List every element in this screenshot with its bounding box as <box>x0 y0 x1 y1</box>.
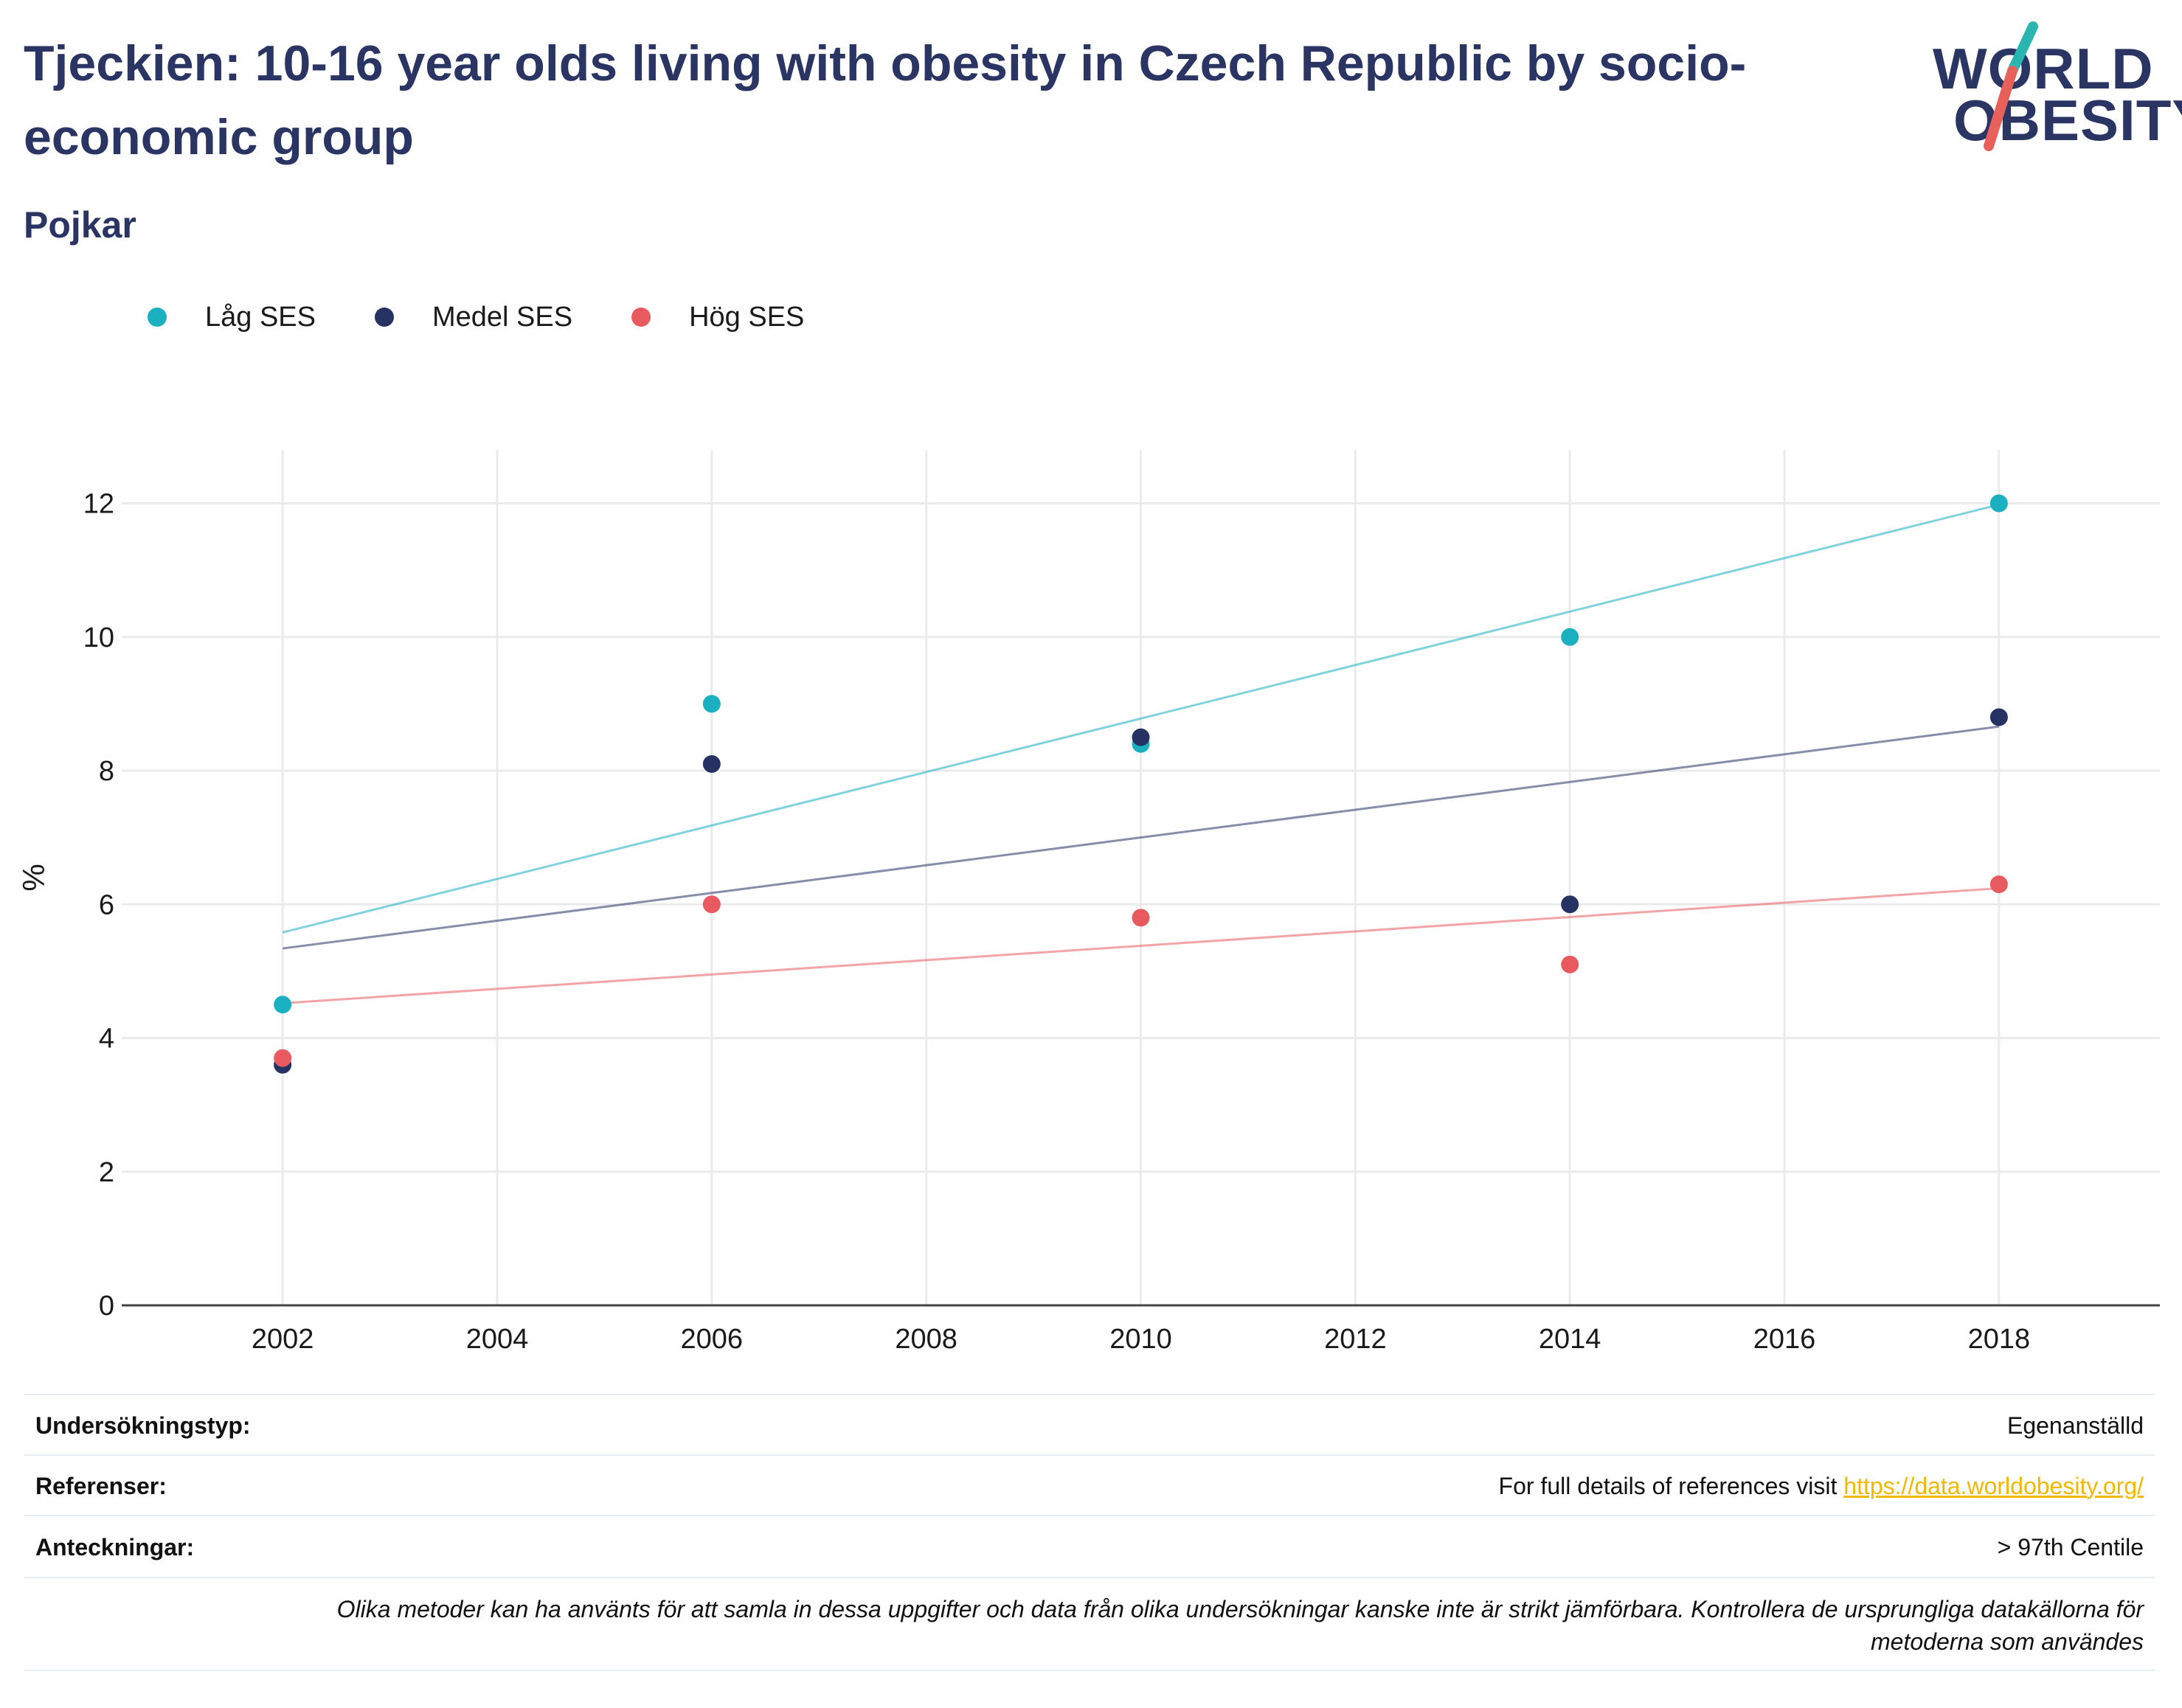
trendline <box>282 503 2000 934</box>
y-tick-label: 6 <box>99 889 114 920</box>
legend-item-low-ses[interactable]: Låg SES <box>148 302 316 333</box>
x-tick-label: 2006 <box>681 1324 744 1355</box>
data-point <box>702 754 721 773</box>
disclaimer-text: Olika metoder kan ha använts för att sam… <box>24 1577 2155 1671</box>
y-tick-label: 2 <box>99 1157 114 1188</box>
legend-marker <box>375 308 394 327</box>
legend-label: Hög SES <box>689 301 805 333</box>
survey-type-label: Undersökningstyp: <box>35 1412 251 1439</box>
x-tick-label: 2010 <box>1109 1324 1172 1355</box>
references-text: For full details of references visit <box>1498 1472 1844 1499</box>
footer-references-row: Referenser: For full details of referenc… <box>24 1454 2155 1516</box>
y-tick-label: 12 <box>83 489 114 520</box>
x-tick-label: 2002 <box>252 1324 314 1355</box>
trendline <box>283 887 1999 1004</box>
references-label: Referenser: <box>35 1472 167 1499</box>
legend-label: Låg SES <box>205 301 316 333</box>
x-tick-label: 2014 <box>1539 1324 1601 1355</box>
legend-marker <box>631 308 651 327</box>
data-point <box>1989 708 2008 726</box>
data-point <box>1132 909 1150 927</box>
legend-label: Medel SES <box>432 301 573 333</box>
y-tick-label: 10 <box>83 622 114 653</box>
x-tick-label: 2018 <box>1968 1324 2031 1355</box>
data-point <box>274 1049 292 1067</box>
y-tick-label: 0 <box>99 1291 114 1322</box>
data-point <box>1561 895 1579 914</box>
x-tick-label: 2016 <box>1753 1324 1816 1355</box>
x-tick-label: 2008 <box>895 1324 957 1355</box>
trendline <box>282 725 2000 950</box>
chart-legend: Låg SES Medel SES Hög SES <box>148 295 863 339</box>
notes-value: > 97th Centile <box>1997 1533 2144 1561</box>
disclaimer-line-1: Olika metoder kan ha använts för att sam… <box>336 1596 2144 1622</box>
footer-notes-row: Anteckningar: > 97th Centile <box>24 1515 2155 1578</box>
x-tick-label: 2004 <box>466 1324 529 1355</box>
chart-subtitle: Pojkar <box>24 204 136 246</box>
data-point <box>702 695 721 713</box>
y-tick-label: 8 <box>99 756 114 787</box>
chart-title: Tjeckien: 10-16 year olds living with ob… <box>24 35 1747 165</box>
references-value: For full details of references visit htt… <box>1499 1473 2144 1500</box>
logo-slash-icon <box>1984 21 2038 151</box>
legend-item-medium-ses[interactable]: Medel SES <box>375 302 572 333</box>
data-point <box>1132 728 1150 746</box>
footer-survey-type-row: Undersökningstyp: Egenanställd <box>24 1394 2155 1456</box>
world-obesity-logo[interactable]: WORLD OBESITY <box>1918 21 2182 161</box>
data-point <box>1989 875 2008 894</box>
notes-label: Anteckningar: <box>35 1533 195 1561</box>
data-point <box>274 996 292 1014</box>
references-link[interactable]: https://data.worldobesity.org/ <box>1843 1472 2144 1499</box>
data-point <box>702 895 721 914</box>
y-tick-label: 4 <box>99 1024 114 1055</box>
legend-item-high-ses[interactable]: Hög SES <box>631 302 804 333</box>
disclaimer-line-2: metoderna som användes <box>1871 1628 2144 1655</box>
y-axis-label: % <box>16 864 51 891</box>
scatter-chart: 2002 2004 2006 2008 2010 2012 2014 2016 2018 0 2 4 6… <box>16 450 2160 1355</box>
data-point <box>1561 955 1579 973</box>
x-tick-label: 2012 <box>1324 1324 1387 1355</box>
data-point <box>1989 494 2008 513</box>
legend-marker <box>148 308 167 327</box>
data-point <box>1561 628 1579 646</box>
logo-text-world: WORLD <box>1933 36 2154 101</box>
survey-type-value: Egenanställd <box>2006 1412 2144 1439</box>
